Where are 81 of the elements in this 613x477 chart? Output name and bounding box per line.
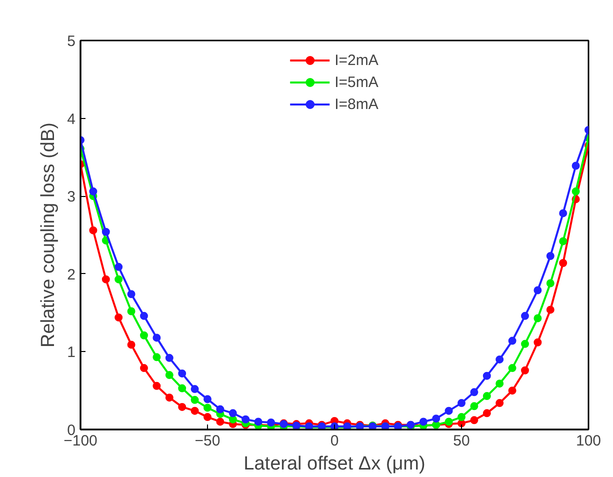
x-tick-label: 0 bbox=[330, 432, 339, 450]
point bbox=[559, 209, 568, 218]
y-tick-label: 3 bbox=[67, 188, 76, 206]
point bbox=[546, 306, 554, 314]
point bbox=[444, 406, 453, 415]
point bbox=[242, 415, 250, 424]
point bbox=[114, 275, 123, 284]
point bbox=[165, 394, 174, 402]
point bbox=[482, 392, 491, 400]
point bbox=[127, 340, 136, 349]
point bbox=[89, 226, 98, 234]
point bbox=[178, 384, 186, 392]
y-tick-label: 0 bbox=[67, 422, 76, 439]
y-tick-label: 2 bbox=[67, 266, 76, 284]
point bbox=[102, 275, 110, 284]
point bbox=[496, 355, 504, 364]
point bbox=[216, 418, 224, 426]
y-axis-title: Relative coupling loss (dB) bbox=[38, 122, 60, 348]
point bbox=[508, 336, 516, 345]
point bbox=[559, 259, 568, 267]
x-axis-title: Lateral offset Δx (μm) bbox=[244, 454, 426, 474]
point bbox=[267, 418, 275, 426]
point bbox=[216, 405, 224, 414]
point bbox=[178, 402, 186, 411]
point bbox=[114, 262, 123, 271]
x-tick-label: 100 bbox=[576, 432, 602, 450]
point bbox=[470, 388, 478, 396]
point bbox=[190, 406, 199, 415]
y-tick-label: 1 bbox=[67, 344, 76, 362]
point bbox=[496, 399, 504, 408]
point bbox=[521, 366, 529, 374]
point bbox=[165, 371, 174, 380]
point bbox=[534, 286, 542, 294]
point bbox=[190, 396, 199, 404]
point bbox=[152, 382, 161, 390]
point bbox=[508, 364, 516, 372]
y-tick-label: 5 bbox=[67, 33, 76, 50]
point bbox=[254, 418, 262, 426]
point bbox=[458, 413, 466, 422]
point bbox=[178, 369, 186, 378]
point bbox=[127, 290, 136, 298]
point bbox=[521, 312, 529, 320]
point bbox=[204, 395, 212, 404]
point bbox=[165, 354, 174, 362]
point bbox=[140, 364, 148, 372]
point bbox=[432, 414, 440, 423]
point bbox=[190, 385, 199, 394]
x-tick-label: 50 bbox=[453, 432, 470, 450]
point bbox=[559, 237, 568, 246]
point bbox=[482, 372, 491, 380]
point bbox=[89, 187, 98, 196]
point bbox=[140, 331, 148, 340]
point bbox=[470, 416, 478, 424]
point bbox=[102, 228, 110, 236]
x-tick-label: −50 bbox=[194, 432, 220, 450]
point bbox=[470, 402, 478, 410]
point bbox=[572, 187, 580, 196]
point bbox=[508, 386, 516, 395]
legend-label: I=2mA bbox=[334, 52, 378, 68]
point bbox=[534, 338, 542, 346]
point bbox=[140, 312, 148, 320]
point bbox=[204, 413, 212, 422]
point bbox=[482, 409, 491, 418]
point bbox=[521, 340, 529, 348]
point bbox=[152, 334, 161, 342]
point bbox=[228, 409, 237, 418]
point bbox=[419, 418, 428, 426]
y-tick-label: 4 bbox=[67, 110, 76, 128]
legend-label: I=8mA bbox=[334, 96, 378, 112]
point bbox=[496, 380, 504, 388]
point bbox=[152, 353, 161, 362]
point bbox=[127, 307, 136, 316]
point bbox=[444, 418, 453, 426]
point bbox=[572, 162, 580, 170]
point bbox=[114, 313, 123, 322]
point bbox=[458, 399, 466, 408]
point bbox=[546, 252, 554, 260]
point bbox=[546, 279, 554, 288]
point bbox=[204, 404, 212, 412]
legend-label: I=5mA bbox=[334, 74, 378, 90]
point bbox=[534, 314, 542, 322]
